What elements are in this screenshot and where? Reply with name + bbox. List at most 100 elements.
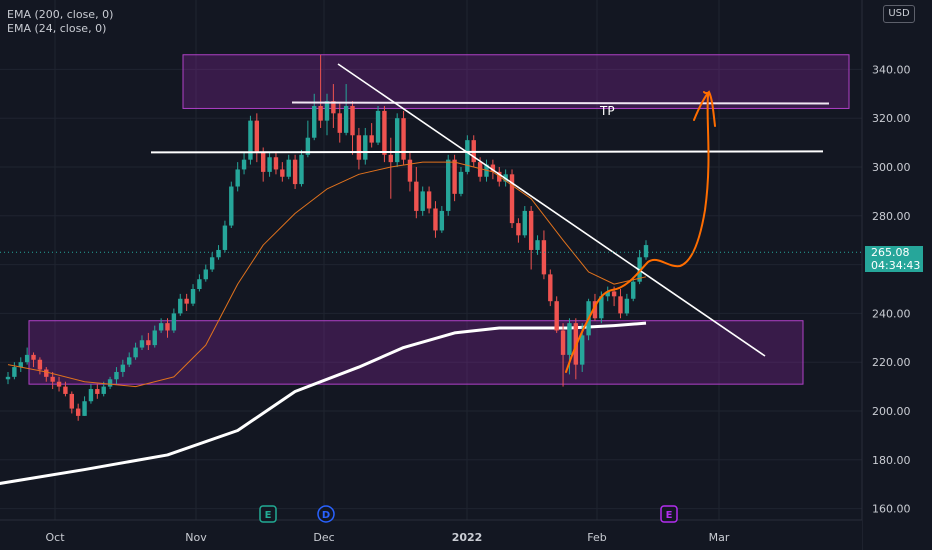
candle-body — [133, 347, 138, 358]
price-tick-label: 200.00 — [872, 405, 911, 418]
time-tick-label: Feb — [587, 531, 606, 544]
candle-body — [280, 169, 285, 177]
candle-body — [528, 210, 534, 250]
candle-body — [88, 389, 94, 402]
candle-body — [139, 340, 145, 348]
candle-body — [605, 291, 610, 297]
candle-body — [107, 379, 113, 387]
price-tick-label: 340.00 — [872, 63, 911, 76]
candle-body — [343, 106, 349, 133]
candle-body — [394, 118, 400, 163]
candle-body — [69, 393, 74, 409]
candle-body — [548, 274, 553, 302]
candle-body — [37, 359, 43, 370]
candle-body — [24, 354, 30, 363]
candle-body — [209, 257, 215, 270]
price-axis — [862, 0, 932, 550]
dividend-marker[interactable]: D — [317, 505, 335, 523]
candle-body — [439, 210, 445, 231]
candle-body — [101, 386, 106, 394]
candle-body — [382, 110, 387, 155]
candle-body — [407, 159, 413, 182]
legend-ema200[interactable]: EMA (200, close, 0) — [7, 8, 114, 21]
candle-body — [184, 298, 189, 304]
candle-body — [477, 162, 483, 177]
candle-body — [388, 154, 393, 163]
candle-body — [31, 354, 36, 360]
candle-body — [114, 371, 119, 380]
candle-body — [337, 113, 342, 133]
candle-body — [618, 296, 623, 314]
candle-body — [465, 140, 470, 172]
time-tick-label: Oct — [45, 531, 65, 544]
candle-body — [50, 376, 55, 382]
candle-body — [350, 106, 355, 136]
candle-body — [158, 323, 164, 331]
currency-button[interactable]: USD — [883, 5, 915, 23]
candle-body — [203, 269, 208, 280]
candle-body — [363, 135, 368, 160]
candle-body — [305, 137, 311, 155]
tp-level-line — [291, 101, 830, 105]
candle-body — [248, 120, 253, 160]
candle-body — [580, 335, 585, 365]
time-tick-label: Nov — [185, 531, 207, 544]
candle-body — [375, 110, 381, 143]
candle-body — [241, 159, 247, 170]
candle-body — [567, 323, 572, 355]
price-tick-label: 180.00 — [872, 454, 911, 467]
price-tick-label: 300.00 — [872, 161, 911, 174]
candle-body — [273, 157, 279, 170]
candle-body — [452, 159, 457, 194]
candle-body — [165, 323, 170, 331]
candle-body — [178, 298, 183, 314]
ema24-line — [7, 161, 647, 388]
candle-body — [146, 340, 151, 346]
candle-body — [120, 364, 126, 372]
candle-body — [624, 298, 630, 314]
time-tick-label: Dec — [313, 531, 334, 544]
candle-body — [522, 210, 527, 236]
candle-body — [12, 367, 17, 377]
candle-body — [216, 249, 221, 258]
candle-body — [95, 389, 100, 394]
candle-body — [229, 186, 234, 226]
price-tick-label: 280.00 — [872, 210, 911, 223]
candle-body — [5, 376, 11, 380]
candle-body — [75, 408, 81, 416]
bar-countdown: 04:34:43 — [871, 259, 921, 272]
supply-demand-zone — [182, 54, 850, 109]
legend-ema24[interactable]: EMA (24, close, 0) — [7, 22, 107, 35]
candle-body — [490, 164, 496, 172]
candle-body — [235, 169, 240, 187]
candle-body — [56, 381, 62, 387]
candle-body — [560, 330, 566, 355]
candle-body — [643, 245, 649, 258]
indicator-legend[interactable]: EMA (200, close, 0) EMA (24, close, 0) — [7, 8, 113, 36]
candle-body — [458, 171, 464, 194]
earnings-marker[interactable]: E — [259, 505, 277, 523]
candle-body — [261, 152, 266, 172]
candle-body — [414, 181, 419, 211]
candle-body — [554, 301, 559, 331]
price-tick-label: 240.00 — [872, 307, 911, 320]
time-axis — [0, 520, 862, 550]
candle-body — [286, 159, 291, 177]
resistance-level-line — [150, 150, 824, 154]
candle-body — [324, 101, 330, 121]
price-tick-label: 220.00 — [872, 356, 911, 369]
candle-body — [433, 208, 438, 231]
price-tick-label: 320.00 — [872, 112, 911, 125]
projection-arrow — [565, 90, 716, 373]
earnings-marker[interactable]: E — [660, 505, 678, 523]
candle-body — [356, 135, 362, 160]
candle-body — [299, 154, 304, 185]
candle-body — [152, 330, 157, 346]
candle-body — [254, 120, 260, 153]
candle-body — [541, 240, 547, 275]
candle-body — [18, 362, 23, 368]
candle-body — [611, 291, 617, 297]
current-price-tag: 265.08 04:34:43 — [865, 246, 923, 272]
